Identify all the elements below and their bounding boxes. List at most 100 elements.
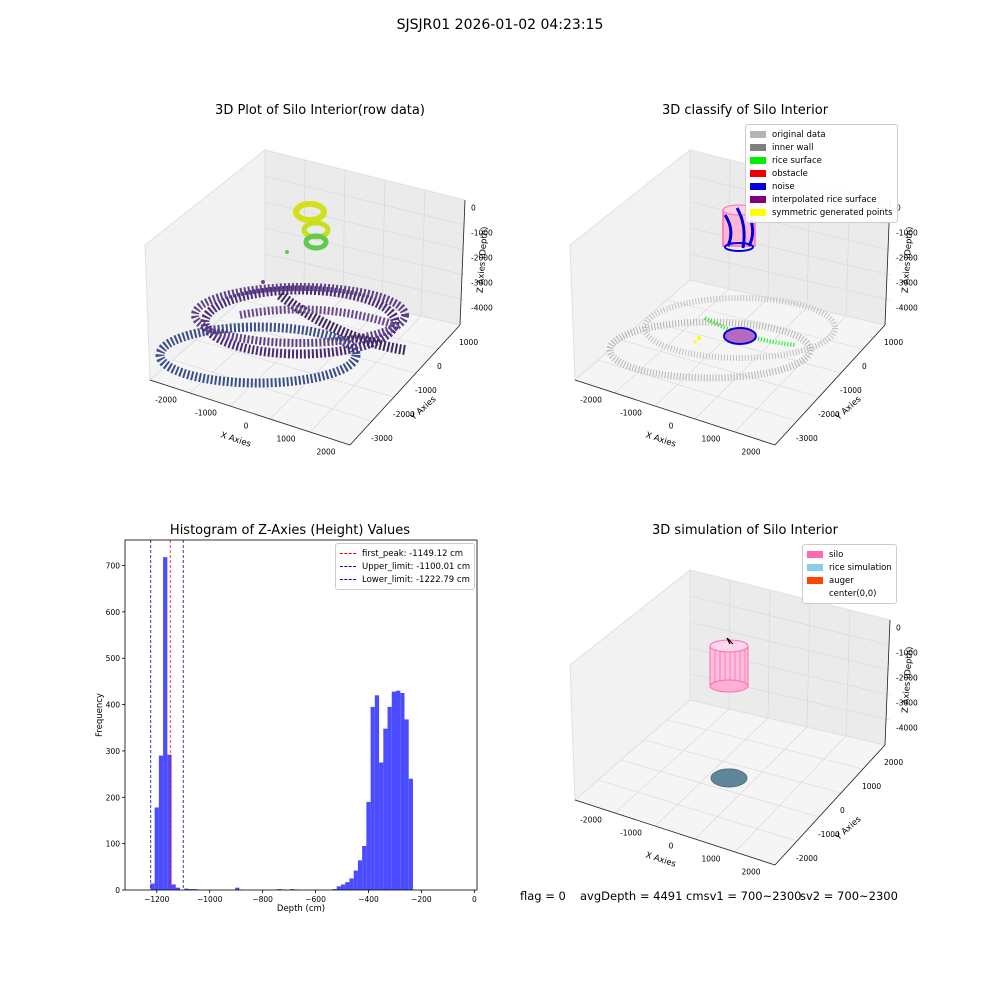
x-tick-label: 2000: [316, 448, 335, 457]
grid-line: [420, 189, 426, 317]
histogram-bar: [171, 884, 176, 890]
histogram-bar: [184, 888, 189, 890]
legend-item: Lower_limit: -1222.79 cm: [340, 573, 470, 586]
grid-line: [597, 359, 798, 422]
z-tick-label: -1000: [896, 229, 918, 238]
z-tick-label: -1000: [471, 229, 493, 238]
grid-line: [654, 717, 769, 827]
y-tick-label: 400: [106, 701, 121, 710]
legend-item: rice surface: [750, 154, 893, 167]
x-tick-label: 0: [669, 422, 674, 431]
z-tick-label: 0: [896, 624, 901, 633]
grid-line: [264, 227, 466, 276]
y-tick-label: 1000: [459, 338, 478, 347]
histogram-bar: [336, 886, 341, 890]
legend-swatch: [807, 551, 823, 558]
legend-swatch: [750, 183, 766, 190]
raw-3d-plot: -2000 -1000 0 1000 2000 -3000 -2000 -1000 0 1000 0…: [144, 148, 493, 457]
classify-3d-panel: 3D classify of Silo Interior -2000 -1000 0…: [565, 100, 925, 470]
figure-title: SJSJR01 2026-01-02 04:23:15: [396, 17, 604, 33]
x-tick-label: -1000: [620, 829, 642, 838]
z-tick-label: -3000: [896, 699, 918, 708]
y-axis-line: [774, 324, 886, 446]
histogram-bar: [332, 889, 337, 890]
x-axis-line: [574, 799, 776, 866]
y-tick-label: -1000: [840, 386, 862, 395]
legend-line: [340, 566, 356, 567]
grid-line: [195, 339, 395, 398]
legend-label: Lower_limit: -1222.79 cm: [362, 574, 470, 585]
z-axis-label: Z Axies (Depth): [901, 646, 916, 713]
footer-avg-depth: avgDepth = 4491 cmsv1 = 700~2300: [580, 889, 802, 903]
y-axis-line: [774, 744, 886, 866]
legend-label: Upper_limit: -1100.01 cm: [362, 561, 471, 572]
y-tick-label: 600: [106, 608, 121, 617]
histogram-y-ticks: 0 100 200 300 400 500 600 700: [106, 561, 125, 895]
legend-item: first_peak: -1149.12 cm: [340, 547, 470, 560]
z-tick-label: -2000: [896, 254, 918, 263]
legend-swatch: [807, 564, 823, 571]
y-tick-label: -2000: [796, 854, 818, 863]
legend-item: center(0,0): [807, 587, 892, 600]
grid-line: [241, 299, 439, 350]
histogram-bar: [192, 889, 197, 890]
grid-line: [654, 297, 769, 407]
histogram-bar: [357, 860, 363, 890]
y-tick-label: 700: [106, 561, 121, 570]
grid-line: [309, 315, 422, 433]
raw-3d-axes: -2000 -1000 0 1000 2000 -3000 -2000 -1000 0 1000 0…: [144, 148, 493, 457]
legend-label: noise: [772, 181, 795, 192]
y-tick-label: 1000: [884, 338, 903, 347]
grid-line: [597, 779, 798, 842]
z-tick-label: 0: [896, 204, 901, 213]
legend-item: auger: [807, 574, 892, 587]
legend-swatch: [750, 131, 766, 138]
legend-item: symmetric generated points: [750, 206, 893, 219]
y-axis-label: Y Axies: [833, 814, 864, 843]
z-axis-label: Z Axies (Depth): [901, 226, 916, 293]
grid-line: [264, 253, 466, 301]
z-tick-label: -4000: [896, 304, 918, 313]
histogram-bar: [163, 557, 168, 890]
x-axis-label: X Axies: [644, 850, 677, 869]
y-axis-label: Y Axies: [833, 394, 864, 423]
grid-line: [342, 169, 346, 299]
legend-label: inner wall: [772, 142, 814, 153]
histogram-bar: [400, 692, 405, 890]
x-tick-label: -2000: [155, 396, 177, 405]
legend-label: original data: [772, 129, 826, 140]
y-tick-label: 100: [106, 840, 121, 849]
histogram-bar: [158, 755, 164, 890]
simulation-3d-axes: -2000 -1000 0 1000 2000 -2000 -1000 0 1000 2000 0 -…: [569, 568, 918, 877]
grid-line: [694, 306, 808, 420]
histogram-bar: [383, 728, 388, 890]
x-tick-label: 0: [669, 842, 674, 851]
histogram-plot: −1200 −1000 −800 −600 −400 −200 0 0 100 200 300 40…: [95, 539, 478, 914]
histogram-bar: [349, 878, 354, 890]
legend-item: rice simulation: [807, 561, 892, 574]
z-tick-label: -4000: [471, 304, 493, 313]
y-tick-label: 0: [840, 806, 845, 815]
x-tick-label: 1000: [701, 435, 720, 444]
histogram-x-label: Depth (cm): [277, 904, 325, 914]
z-tick-label: -1000: [896, 649, 918, 658]
histogram-bar: [366, 801, 371, 890]
grid-line: [614, 288, 730, 394]
grid-line: [172, 359, 373, 422]
z-tick-label: -2000: [471, 254, 493, 263]
x-axis-label: X Axies: [644, 430, 677, 449]
y-tick-label: 0: [115, 886, 120, 895]
footer-sv2: sv2 = 700~2300: [800, 889, 898, 903]
x-tick-label: −600: [305, 895, 326, 904]
histogram-bar: [387, 706, 392, 890]
legend-item: Upper_limit: -1100.01 cm: [340, 560, 470, 573]
y-tick-label: 200: [106, 793, 121, 802]
x-tick-label: 2000: [741, 868, 760, 877]
histogram-bar: [396, 690, 401, 890]
classify-3d-title: 3D classify of Silo Interior: [661, 103, 829, 118]
grid-line: [734, 735, 847, 853]
grid-line: [620, 339, 820, 398]
grid-line: [689, 595, 891, 646]
histogram-legend: first_peak: -1149.12 cm Upper_limit: -11…: [335, 543, 476, 590]
legend-item: noise: [750, 180, 893, 193]
